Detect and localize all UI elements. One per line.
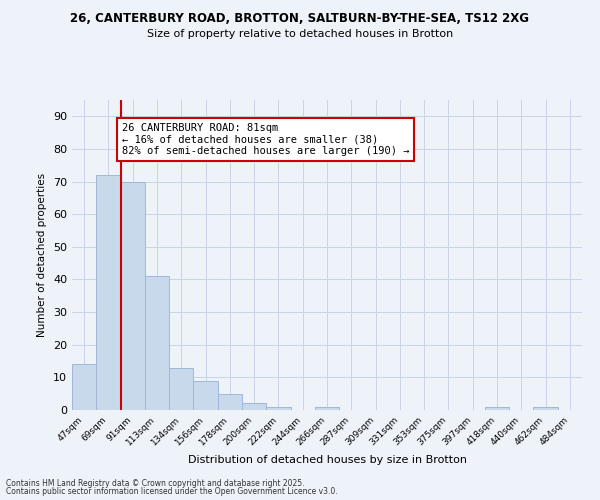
Bar — [169, 368, 193, 410]
Bar — [242, 404, 266, 410]
Text: 26, CANTERBURY ROAD, BROTTON, SALTBURN-BY-THE-SEA, TS12 2XG: 26, CANTERBURY ROAD, BROTTON, SALTBURN-B… — [71, 12, 530, 26]
Bar — [145, 276, 169, 410]
Bar — [72, 364, 96, 410]
Text: 26 CANTERBURY ROAD: 81sqm
← 16% of detached houses are smaller (38)
82% of semi-: 26 CANTERBURY ROAD: 81sqm ← 16% of detac… — [122, 123, 409, 156]
Bar — [533, 406, 558, 410]
Bar — [485, 406, 509, 410]
Text: Contains HM Land Registry data © Crown copyright and database right 2025.: Contains HM Land Registry data © Crown c… — [6, 478, 305, 488]
X-axis label: Distribution of detached houses by size in Brotton: Distribution of detached houses by size … — [187, 456, 467, 466]
Bar — [315, 406, 339, 410]
Bar — [266, 406, 290, 410]
Text: Size of property relative to detached houses in Brotton: Size of property relative to detached ho… — [147, 29, 453, 39]
Bar — [218, 394, 242, 410]
Bar — [193, 380, 218, 410]
Text: Contains public sector information licensed under the Open Government Licence v3: Contains public sector information licen… — [6, 487, 338, 496]
Bar — [121, 182, 145, 410]
Y-axis label: Number of detached properties: Number of detached properties — [37, 173, 47, 337]
Bar — [96, 175, 121, 410]
